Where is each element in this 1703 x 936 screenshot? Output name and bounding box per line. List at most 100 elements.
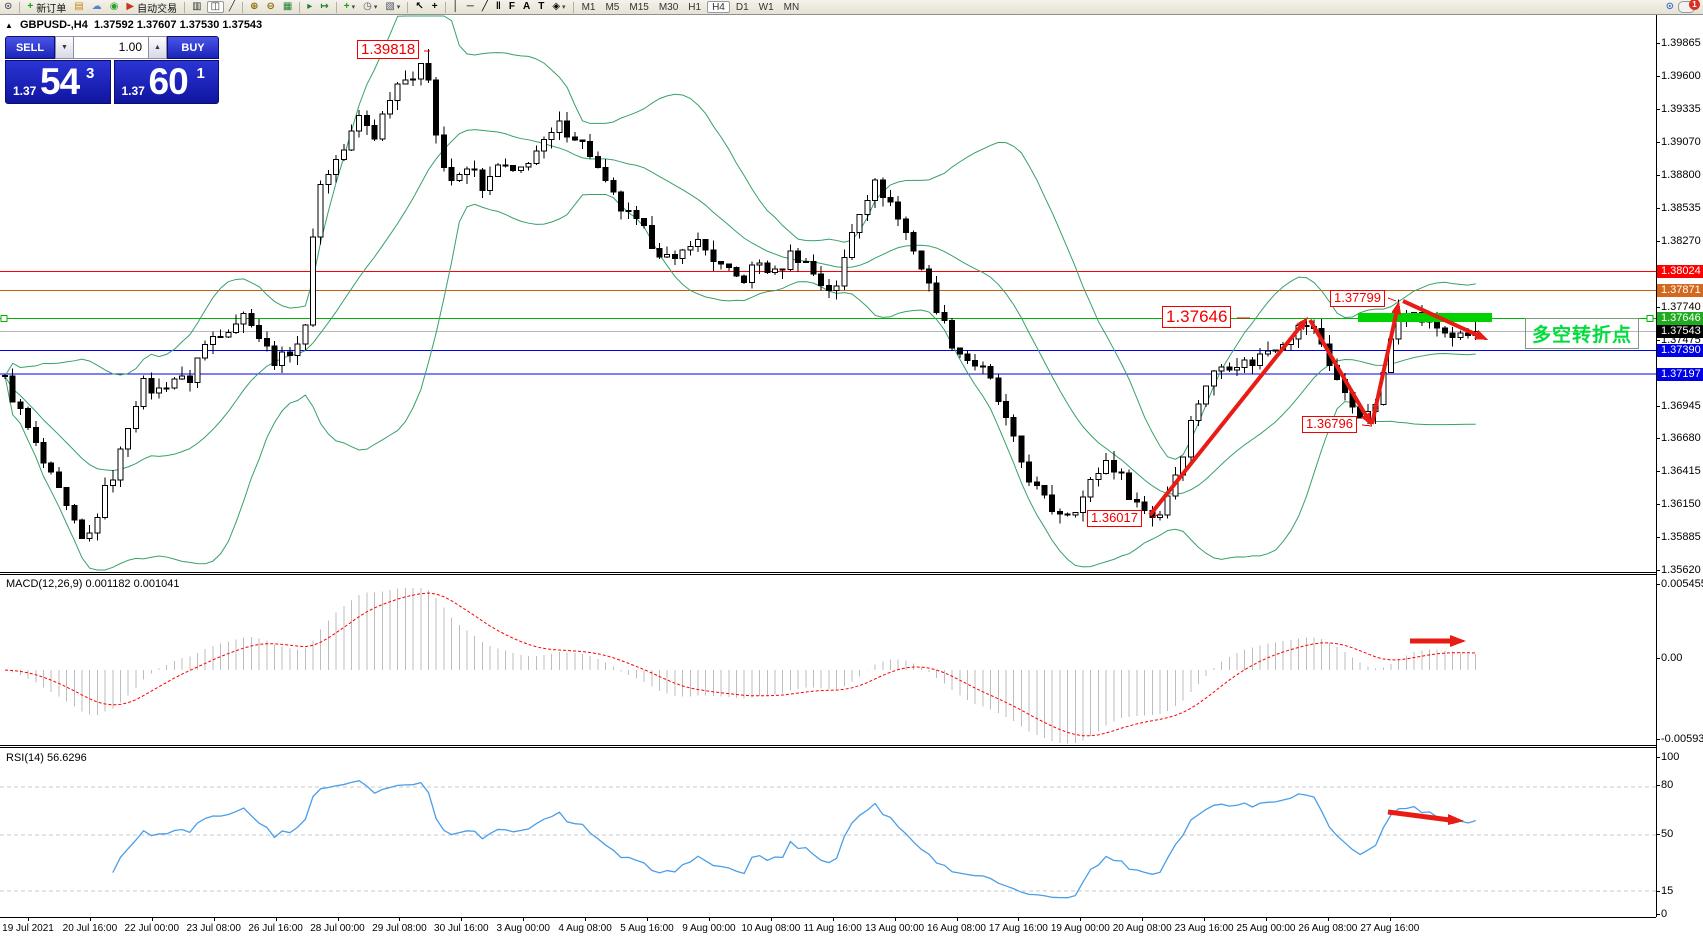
y-axis-tickmark [1656,438,1660,440]
data-window-icon[interactable]: ☁ [89,1,105,13]
y-axis-tickmark [1656,241,1660,242]
indicator-scale-label: 0 [1661,908,1668,920]
time-axis-tickmark [1142,918,1144,921]
timeframe-button-d1[interactable]: D1 [735,1,749,13]
y-axis-tickmark [1656,570,1660,571]
timeframe-button-mn[interactable]: MN [783,1,800,13]
time-axis-tickmark [213,918,215,921]
time-axis-label: 28 Jul 00:00 [310,923,365,934]
line-chart-icon: ╱ [229,1,236,12]
zoom-out-button[interactable]: ⊖ [263,1,277,13]
rsi-label: RSI(14) 56.6296 [6,752,87,764]
channel-button[interactable]: ‖ [493,1,504,13]
buy-button[interactable]: BUY [167,36,219,59]
time-axis-label: 9 Aug 00:00 [682,923,736,934]
label-button[interactable]: T [535,1,547,13]
tile-windows-button[interactable]: ▦ [280,1,295,13]
buy-price-button[interactable]: 1.37 60 1 [113,60,219,104]
search-icon[interactable]: ⊙ [1,1,15,13]
fibo-button[interactable]: F [506,1,518,13]
hline-button[interactable]: ─ [464,1,477,13]
periods-button[interactable]: ◷ ▾ [360,1,380,13]
turning-point-annotation[interactable]: 多空转折点 [1525,318,1640,349]
price-annotation-label[interactable]: 1.39818 [357,40,420,60]
chart-shift-button[interactable]: ↦ [317,1,331,13]
time-axis-tickmark [956,918,958,921]
y-axis-tickmark [1656,175,1660,177]
panel-divider [0,574,1656,575]
toolbar-separator [572,1,574,13]
periods-icon: ◷ [363,1,372,12]
indicators-button[interactable]: + ▾ [341,1,358,13]
shapes-button[interactable]: ◈ ▾ [549,1,568,13]
timeframe-button-w1[interactable]: W1 [758,1,774,13]
sell-price-sup: 3 [86,65,95,82]
time-axis-tickmark [832,918,834,921]
toolbar-separator [19,1,21,13]
y-axis-tick-label: 1.36945 [1661,399,1701,412]
time-axis-label: 20 Aug 08:00 [1112,923,1172,934]
trendline-icon: ╱ [481,1,488,12]
timeframe-button-m15[interactable]: M15 [629,1,649,13]
toolbar-separator [242,1,244,13]
zoom-out-icon: ⊖ [266,1,275,12]
autotrade-button[interactable]: ▶ 自动交易 [123,1,180,15]
time-axis-label: 11 Aug 16:00 [803,923,862,934]
y-axis-tick-label: 1.36150 [1661,498,1701,511]
signals-icon[interactable]: ◉ [107,1,122,13]
signals-icon-icon: ◉ [109,1,119,12]
timeframe-button-m30[interactable]: M30 [658,1,679,13]
volume-input[interactable]: 1.00 [74,36,148,59]
trendline-button[interactable]: ╱ [479,1,491,13]
y-axis-tick-label: 1.39335 [1661,102,1701,115]
price-badge: 1.37197 [1657,367,1703,381]
volume-decrease-button[interactable]: ▼ [55,36,74,59]
timeframe-button-h4[interactable]: H4 [707,1,730,13]
volume-increase-button[interactable]: ▲ [148,36,167,59]
price-annotation-label[interactable]: 1.36796 [1302,416,1357,433]
new-order-button[interactable]: + 新订单 [24,1,69,15]
cursor-button[interactable]: ↖ [412,1,426,13]
price-annotation-label[interactable]: 1.37799 [1330,290,1385,307]
chat-icon[interactable]: 1 [1678,0,1700,13]
crosshair-button[interactable]: + [429,1,441,13]
time-axis-label: 30 Jul 16:00 [434,923,489,934]
symbol-collapse-icon[interactable]: ▲ [5,21,13,30]
candle-chart-button[interactable]: ◫ [206,1,225,13]
toolbar-search-icon[interactable]: ⊙ [1663,1,1677,13]
buy-price-sup: 1 [196,65,205,82]
price-annotation-label[interactable]: 1.36017 [1087,510,1142,527]
auto-scroll-button[interactable]: ▸ [304,1,315,13]
toolbar-separator [299,1,301,13]
price-badge: 1.38024 [1657,265,1703,279]
time-axis-tickmark [337,918,339,921]
sell-price-small: 1.37 [13,84,37,98]
vline-button[interactable]: │ [450,1,462,13]
sell-price-button[interactable]: 1.37 54 3 [5,60,111,104]
channel-icon: ‖ [495,1,501,12]
templates-button[interactable]: ▧ ▾ [382,1,403,13]
timeframe-button-h1[interactable]: H1 [688,1,702,13]
bar-chart-button[interactable]: ▥ [189,1,204,13]
macd-panel-canvas[interactable] [0,574,1656,746]
market-watch-icon[interactable]: ▤ [71,1,86,13]
main-chart-canvas[interactable] [0,15,1656,572]
sell-button[interactable]: SELL [5,36,55,59]
line-chart-button[interactable]: ╱ [226,1,238,13]
zoom-in-button[interactable]: ⊕ [247,1,261,13]
time-axis-label: 23 Aug 16:00 [1174,923,1234,934]
y-axis-tickmark [1656,914,1660,915]
y-axis-tick-label: 1.38535 [1661,202,1701,215]
y-axis-tickmark [1656,405,1660,407]
text-button[interactable]: A [520,1,533,13]
time-axis-label: 22 Jul 00:00 [124,923,180,934]
timeframe-button-m5[interactable]: M5 [605,1,620,13]
timeframe-button-m1[interactable]: M1 [581,1,596,13]
chat-unread-badge: 1 [1689,0,1700,10]
cursor-icon: ↖ [415,1,424,12]
time-axis-label: 16 Aug 08:00 [927,923,986,934]
chart-area: ▲ GBPUSD-,H4 1.37592 1.37607 1.37530 1.3… [0,15,1703,936]
price-annotation-label[interactable]: 1.37646 [1162,306,1232,328]
rsi-panel-canvas[interactable] [0,747,1656,918]
